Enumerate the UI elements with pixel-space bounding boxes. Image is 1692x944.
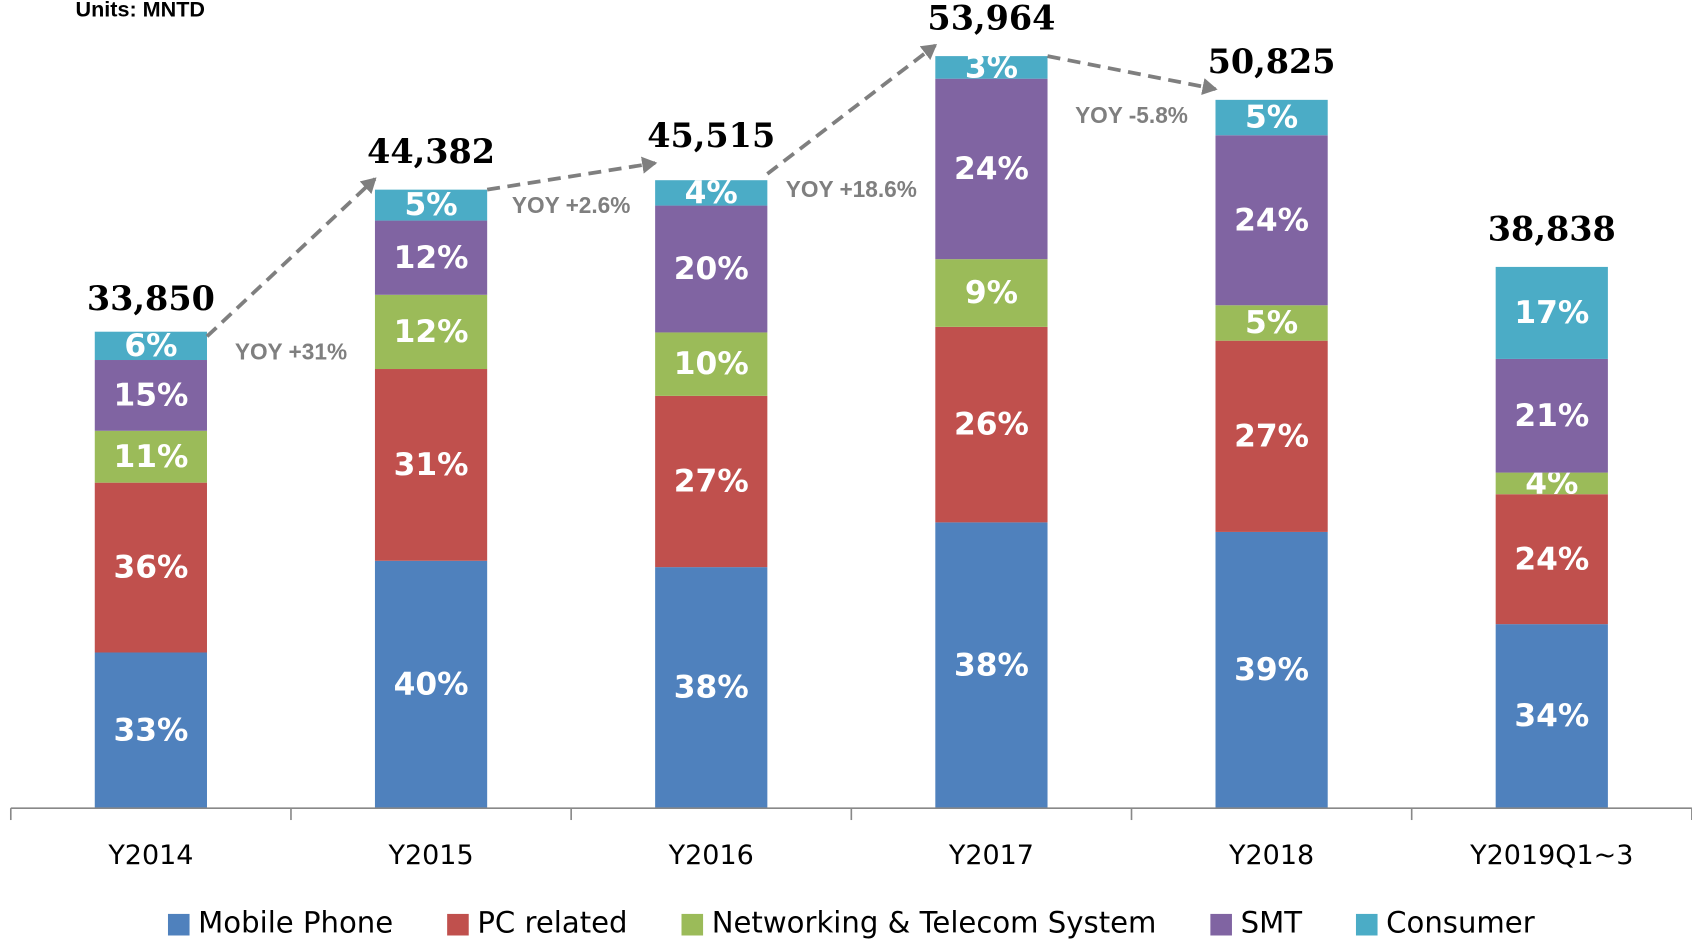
bar-segment: [1215, 531, 1328, 809]
legend-label: Consumer: [1386, 906, 1535, 940]
x-tick-label: Y2015: [388, 840, 474, 871]
segment-label: 10%: [674, 346, 749, 382]
segment-label: 24%: [1234, 202, 1309, 238]
segment-label: 24%: [1514, 541, 1589, 577]
total-label: 50,825: [1208, 42, 1336, 81]
yoy-label: YOY -5.8%: [1075, 102, 1188, 128]
bar-segment: [94, 430, 207, 483]
segment-label: 38%: [674, 670, 749, 706]
segment-label: 12%: [394, 314, 469, 350]
total-label: 38,838: [1488, 209, 1616, 248]
x-tick-label: Y2016: [668, 840, 754, 871]
legend-label: SMT: [1241, 906, 1303, 940]
legend-swatch: [681, 913, 704, 936]
bar-segment: [374, 294, 488, 370]
bar-segment: [935, 78, 1048, 260]
yoy-label: YOY +31%: [235, 339, 347, 365]
yoy-arrow: [766, 43, 938, 176]
chart-title: Units: MNTD: [76, 0, 205, 21]
bar-segment: [94, 331, 207, 361]
x-tick-label: Y2014: [107, 840, 193, 871]
legend-swatch: [1355, 913, 1378, 936]
segment-label: 6%: [124, 328, 177, 364]
bar-segment: [935, 326, 1048, 523]
bar-segment: [1495, 472, 1608, 495]
bar-segment: [935, 522, 1048, 809]
segment-label: 5%: [1245, 305, 1298, 341]
total-label: 33,850: [87, 279, 215, 318]
legend-swatch: [167, 913, 190, 936]
legend-label: PC related: [477, 906, 627, 940]
segment-label: 12%: [394, 240, 469, 276]
segment-label: 20%: [674, 251, 749, 287]
bar-segment: [655, 332, 768, 396]
bar-segment: [374, 369, 488, 561]
segment-label: 24%: [954, 151, 1029, 187]
segment-label: 5%: [405, 187, 458, 223]
segment-label: 21%: [1514, 398, 1589, 434]
total-label: 45,515: [647, 116, 775, 155]
yoy-arrow: [1047, 54, 1218, 96]
segment-label: 31%: [394, 447, 469, 483]
bar-segment: [935, 56, 1048, 79]
yoy-arrow: [205, 177, 377, 338]
bar-segment: [1495, 494, 1608, 625]
bar-segment: [374, 560, 488, 809]
segment-label: 26%: [954, 407, 1029, 443]
segment-label: 27%: [674, 464, 749, 500]
bar-segment: [1215, 99, 1328, 136]
bar-segment: [374, 220, 488, 295]
legend-label: Networking & Telecom System: [712, 906, 1157, 940]
segment-label: 11%: [113, 439, 188, 475]
bar-segment: [94, 482, 207, 653]
bar-segment: [1495, 266, 1608, 359]
yoy-label: YOY +2.6%: [512, 192, 631, 218]
yoy-label: YOY +18.6%: [786, 176, 917, 202]
segment-label: 4%: [685, 175, 738, 211]
legend-swatch: [447, 913, 469, 936]
bar-segment: [655, 180, 768, 206]
segment-label: 36%: [113, 550, 188, 586]
segment-label: 39%: [1234, 652, 1309, 688]
x-tick-label: Y2017: [948, 840, 1034, 871]
bar-segment: [1495, 358, 1608, 473]
bar-segment: [1215, 340, 1328, 532]
bar-segment: [655, 567, 768, 809]
segment-label: 33%: [113, 712, 188, 748]
bar-segment: [94, 652, 207, 809]
segment-label: 9%: [965, 275, 1018, 311]
legend-swatch: [1210, 913, 1232, 936]
segment-label: 5%: [1245, 100, 1298, 136]
yoy-arrow: [486, 156, 658, 192]
bar-segment: [374, 189, 488, 221]
segment-label: 40%: [394, 667, 469, 703]
x-tick-label: Y2018: [1228, 840, 1314, 871]
bar-segment: [1215, 305, 1328, 341]
bar-segment: [1495, 624, 1608, 809]
x-tick-label: Y2019Q1~3: [1469, 840, 1633, 871]
segment-label: 17%: [1514, 295, 1589, 331]
segment-label: 27%: [1234, 418, 1309, 454]
segment-label: 38%: [954, 647, 1029, 683]
segment-label: 34%: [1514, 698, 1589, 734]
total-label: 44,382: [367, 132, 495, 171]
bar-segment: [94, 360, 207, 431]
total-label: 53,964: [927, 0, 1055, 38]
segment-label: 15%: [113, 377, 188, 413]
plot: Units: MNTD 33% 36% 11% 15% 6% 33,850 Y2014 40%…: [9, 0, 1692, 940]
bar-segment: [1215, 135, 1328, 306]
bar-segment: [655, 395, 768, 568]
bar-segment: [935, 259, 1048, 327]
bar-segment: [655, 205, 768, 333]
legend-label: Mobile Phone: [198, 906, 393, 940]
segment-label: 3%: [965, 49, 1018, 85]
